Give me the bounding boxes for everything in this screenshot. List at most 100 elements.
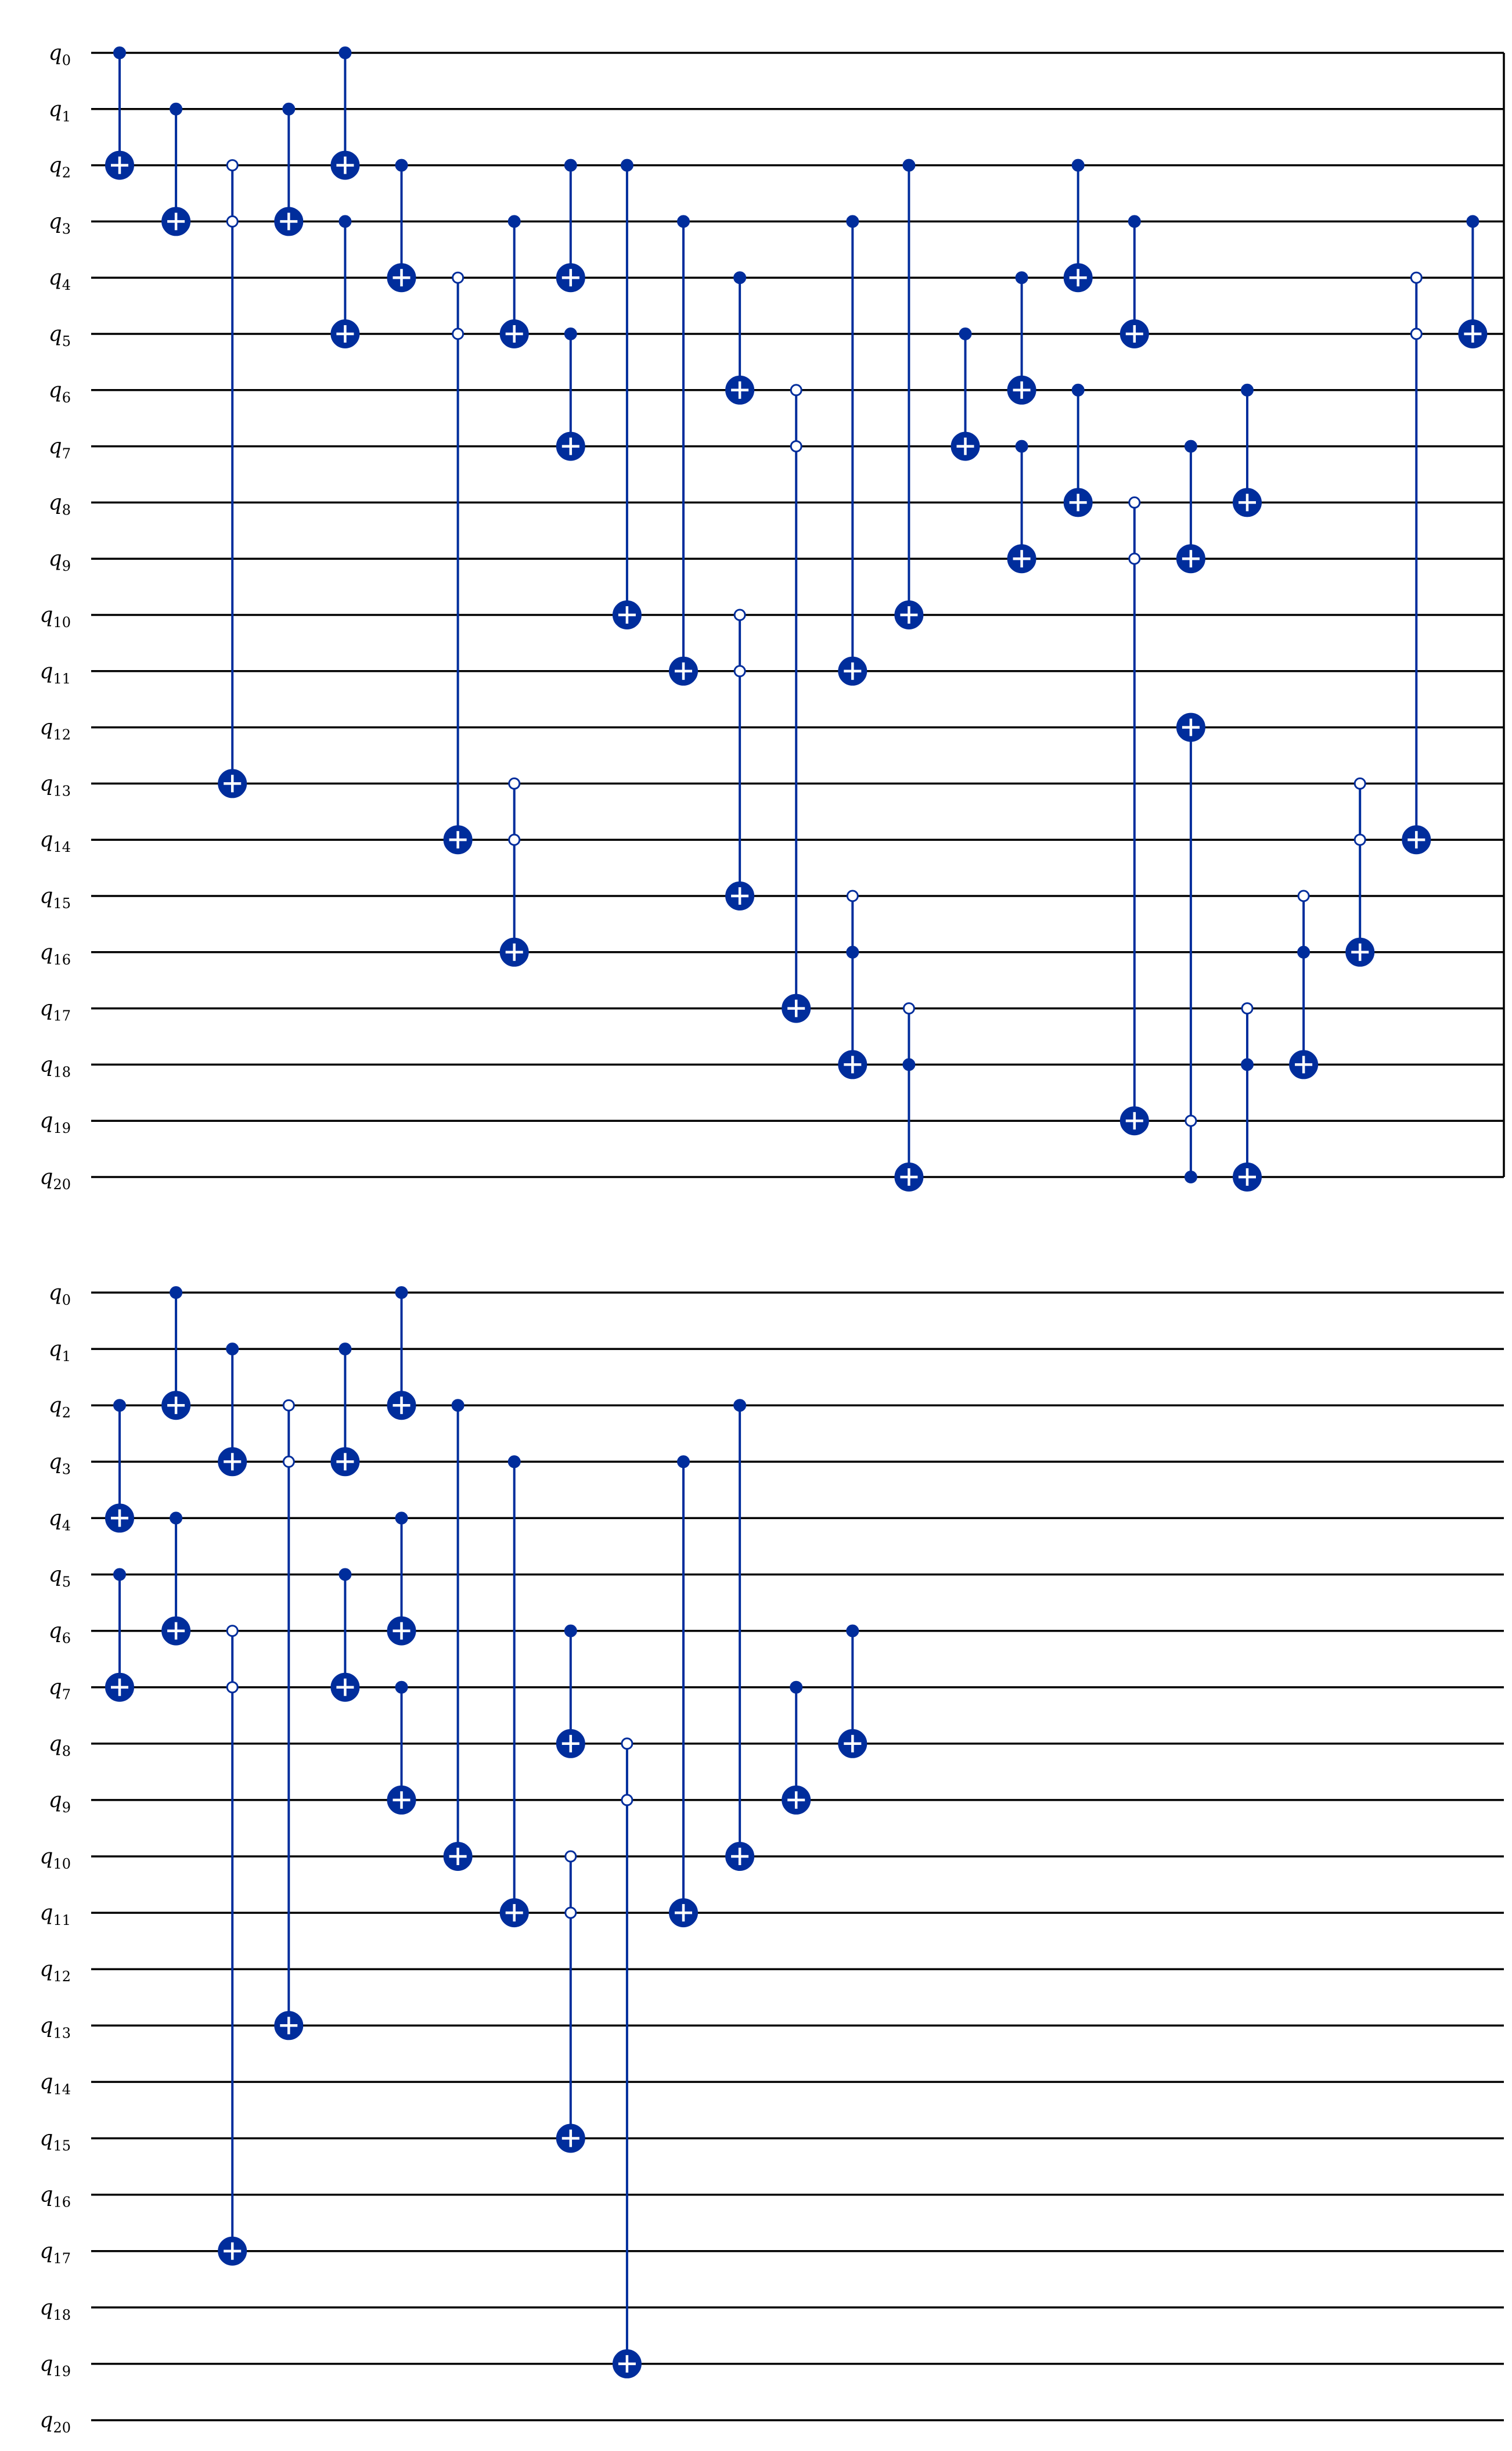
mcx-gate xyxy=(105,46,134,180)
cnot-target-icon xyxy=(1402,825,1431,855)
mcx-gate xyxy=(387,1511,416,1646)
control-dot-open xyxy=(452,327,465,340)
qubit-label-4: q4 xyxy=(49,1506,71,1534)
control-dot-open xyxy=(621,1737,633,1750)
control-dot-open xyxy=(508,777,521,790)
control-dot-open xyxy=(282,1455,295,1468)
control-dot-open xyxy=(733,609,746,621)
cnot-target-icon xyxy=(161,1616,191,1646)
cnot-target-icon xyxy=(1458,319,1488,348)
cnot-target-icon xyxy=(1007,375,1036,405)
control-dot-closed xyxy=(170,1511,183,1525)
cnot-target-icon xyxy=(1007,544,1036,574)
cnot-target-icon xyxy=(387,1391,416,1420)
control-dot-open xyxy=(902,1002,915,1015)
cnot-target-icon xyxy=(612,600,642,629)
mcx-gate xyxy=(951,327,980,461)
cnot-target-icon xyxy=(894,1162,924,1192)
mcx-gate xyxy=(1176,440,1205,574)
control-dot-closed xyxy=(507,215,521,228)
control-dot-closed xyxy=(395,1511,408,1525)
control-dot-open xyxy=(226,215,239,228)
mcx-gate xyxy=(669,215,698,686)
qubit-label-8: q8 xyxy=(49,491,71,518)
qubit-label-7: q7 xyxy=(49,435,71,462)
cnot-target-icon xyxy=(105,1503,134,1533)
control-dot-open xyxy=(226,1681,239,1694)
control-dot-closed xyxy=(339,1343,352,1356)
qubit-label-17: q17 xyxy=(39,2240,71,2267)
control-dot-open xyxy=(1410,327,1423,340)
circuit-panel-bottom: q0 q1 q2 q3 q4 q5 q6 q7 q8 q9 q10 q11 q12 q13 q14 q15 q1… xyxy=(39,1281,1504,2436)
cnot-target-icon xyxy=(838,1050,867,1079)
cnot-target-icon xyxy=(1233,1162,1262,1192)
qubit-label-2: q2 xyxy=(49,154,71,181)
control-dot-closed xyxy=(959,327,972,340)
cnot-target-icon xyxy=(1345,937,1375,967)
control-dot-closed xyxy=(1071,383,1085,397)
qubit-label-13: q13 xyxy=(39,772,71,799)
mcx-gate xyxy=(161,1286,191,1420)
mcx-gate xyxy=(443,271,473,855)
qubit-label-7: q7 xyxy=(49,1676,71,1703)
mcx-gate xyxy=(274,1399,304,2040)
control-dot-closed xyxy=(113,1568,126,1581)
control-dot-closed xyxy=(677,1455,690,1469)
control-dot-closed xyxy=(1128,215,1141,228)
cnot-target-icon xyxy=(782,1785,811,1815)
control-dot-closed xyxy=(1184,440,1197,453)
mcx-gate xyxy=(330,215,360,348)
cnot-target-icon xyxy=(951,431,980,461)
mcx-gate xyxy=(105,1399,134,1533)
control-dot-closed xyxy=(902,159,916,172)
cnot-target-icon xyxy=(556,1729,585,1758)
cnot-target-icon xyxy=(894,600,924,629)
cnot-target-icon xyxy=(1119,319,1149,348)
cnot-target-icon xyxy=(612,2349,642,2378)
qubit-label-14: q14 xyxy=(39,828,71,855)
cnot-target-icon xyxy=(725,1842,755,1871)
control-dot-closed xyxy=(677,215,690,228)
control-dot-closed xyxy=(733,271,747,285)
cnot-target-icon xyxy=(161,1391,191,1420)
qubit-label-11: q11 xyxy=(39,660,71,687)
mcx-gate xyxy=(387,159,416,293)
cnot-target-icon xyxy=(1119,1106,1149,1136)
mcx-gate xyxy=(499,1455,529,1928)
qubit-label-19: q19 xyxy=(39,1109,71,1136)
cnot-target-icon xyxy=(443,825,473,855)
control-dot-closed xyxy=(395,1680,408,1694)
control-dot-closed xyxy=(1241,1058,1254,1071)
control-dot-closed xyxy=(226,1343,239,1356)
mcx-gate xyxy=(556,327,585,461)
cnot-target-icon xyxy=(161,207,191,236)
cnot-target-icon xyxy=(1176,712,1205,742)
cnot-target-icon xyxy=(1063,488,1093,517)
mcx-gate xyxy=(838,1624,867,1758)
qubit-label-12: q12 xyxy=(39,1957,71,1985)
cnot-target-icon xyxy=(1233,488,1262,517)
mcx-gate xyxy=(1233,383,1262,517)
mcx-gate xyxy=(1176,712,1205,1183)
cnot-target-icon xyxy=(274,207,304,236)
qubit-label-9: q9 xyxy=(49,547,71,574)
mcx-gate xyxy=(330,46,360,180)
cnot-target-icon xyxy=(725,375,755,405)
control-dot-open xyxy=(282,1399,295,1412)
control-dot-open xyxy=(1353,833,1366,846)
control-dot-open xyxy=(1241,1002,1254,1015)
control-dot-open xyxy=(508,833,521,846)
mcx-gate xyxy=(274,102,304,236)
qubit-label-14: q14 xyxy=(39,2070,71,2097)
mcx-gate xyxy=(1007,271,1036,405)
control-dot-closed xyxy=(564,159,577,172)
qubit-label-5: q5 xyxy=(49,322,71,350)
mcx-gate xyxy=(105,1568,134,1702)
control-dot-open xyxy=(1410,271,1423,284)
cnot-target-icon xyxy=(443,1842,473,1871)
qubit-label-4: q4 xyxy=(49,266,71,293)
cnot-target-icon xyxy=(330,1672,360,1702)
control-dot-closed xyxy=(846,215,859,228)
cnot-target-icon xyxy=(387,263,416,293)
control-dot-closed xyxy=(1015,271,1028,285)
